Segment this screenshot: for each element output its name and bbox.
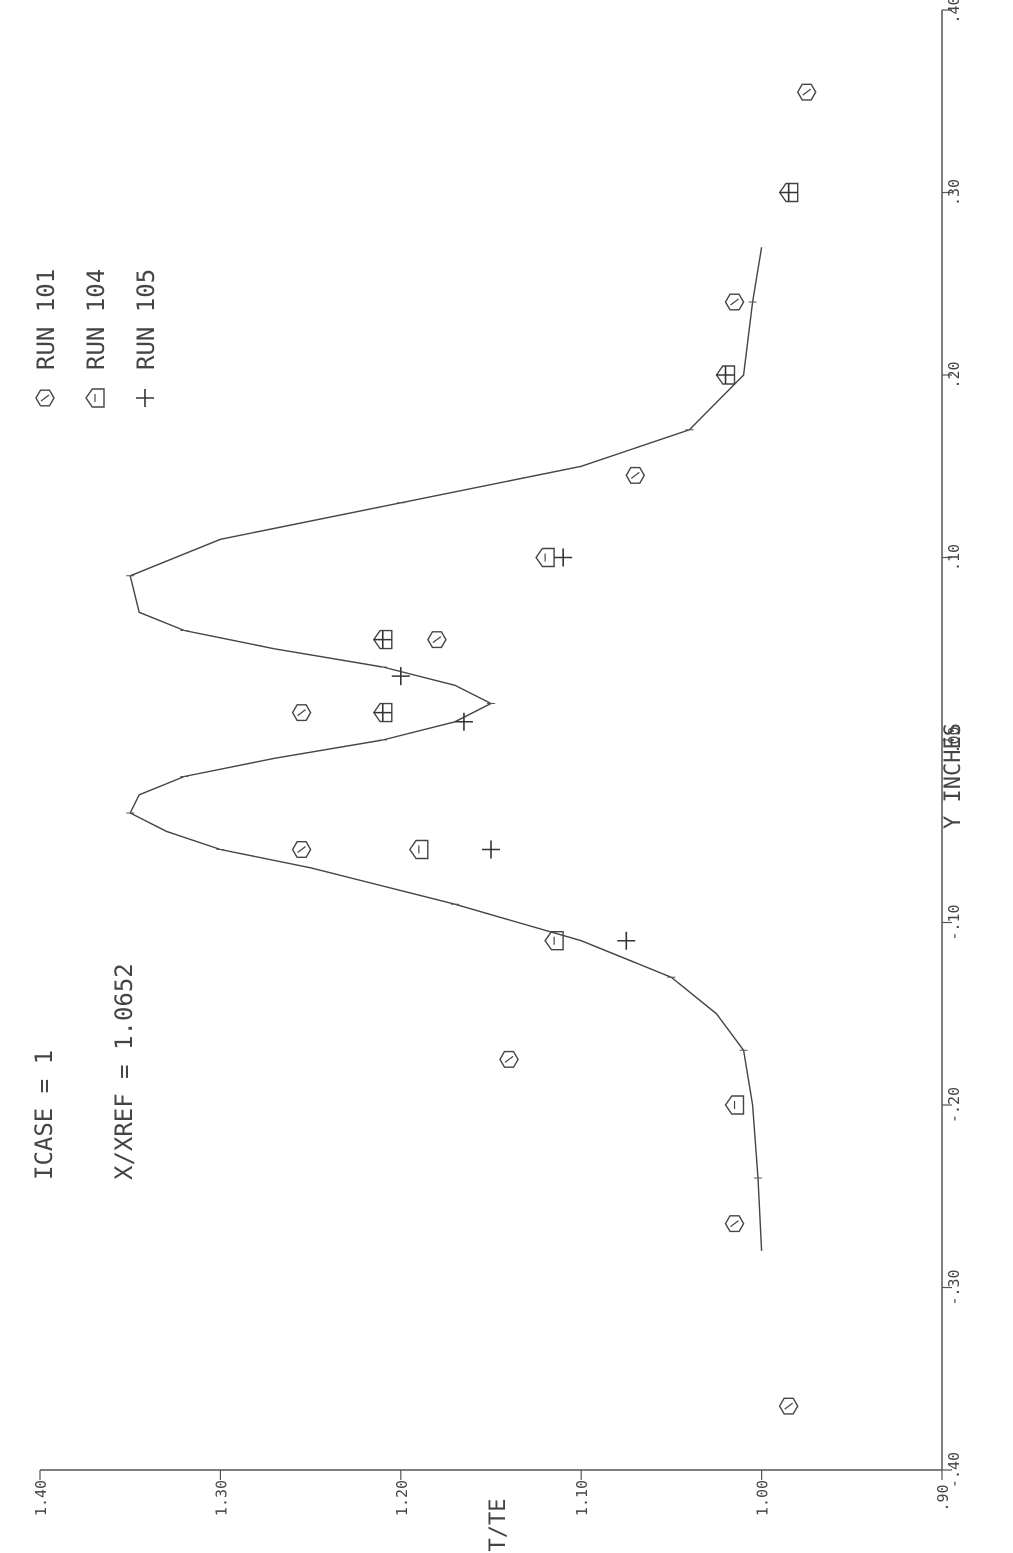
marker-shape [802, 88, 812, 96]
legend-marker [85, 388, 105, 408]
marker-shape [499, 1050, 519, 1068]
series-2 [372, 182, 799, 1115]
data-point [427, 631, 447, 649]
data-point [291, 841, 312, 859]
data-point [779, 183, 798, 202]
x-tick-label: .20 [945, 361, 963, 388]
marker-shape [796, 83, 817, 101]
marker-shape [724, 293, 745, 311]
marker-shape [630, 471, 640, 479]
x-tick-label: -.30 [945, 1269, 963, 1305]
marker-shape [724, 1215, 745, 1233]
data-point [291, 704, 312, 722]
y-tick-label: .90 [934, 1484, 952, 1511]
x-tick-label: -.40 [945, 1452, 963, 1488]
data-point [482, 840, 500, 859]
data-point [535, 547, 555, 568]
series-3 [373, 183, 798, 950]
marker-shape [544, 931, 564, 951]
marker-shape [372, 629, 393, 650]
legend-label: RUN 101 [32, 269, 60, 370]
data-point [724, 1095, 745, 1115]
marker-shape [784, 1402, 794, 1410]
marker-shape [625, 466, 646, 484]
marker-shape [427, 631, 447, 649]
marker-shape [85, 388, 105, 408]
marker-shape [504, 1055, 514, 1063]
legend: RUN 101 RUN 104 RUN 105 [32, 269, 160, 408]
marker-shape [297, 846, 306, 853]
series-1 [291, 83, 817, 1415]
x-tick-label: .00 [945, 726, 963, 753]
data-points [291, 83, 817, 1415]
data-point [724, 293, 745, 311]
data-point [454, 712, 473, 731]
y-tick-label: 1.00 [754, 1480, 772, 1516]
y-tick-label: 1.10 [573, 1480, 591, 1516]
data-point [408, 839, 429, 860]
data-point [391, 667, 410, 686]
data-point [373, 703, 392, 722]
text-labels: -.40 -.30 -.20 -.10 .00 .10 .20 .30 .40 .90 1.00 1.… [30, 0, 966, 1551]
x-tick-label: -.10 [945, 904, 963, 940]
marker-shape [35, 389, 55, 407]
y-tick-label: 1.20 [393, 1480, 411, 1516]
curve-line [129, 247, 763, 1252]
x-tick-label: -.20 [945, 1087, 963, 1123]
marker-shape [730, 298, 739, 306]
data-point [499, 1050, 519, 1068]
data-point [544, 931, 564, 951]
data-point [625, 466, 646, 484]
legend-marker [136, 389, 154, 407]
x-axis-title: Y INCHES [941, 723, 966, 829]
data-point [554, 548, 573, 567]
x-tick-label: .10 [945, 544, 963, 571]
marker-shape [432, 636, 442, 644]
axes [39, 9, 952, 1480]
marker-shape [778, 182, 799, 203]
data-point [716, 366, 735, 384]
marker-shape [40, 394, 50, 402]
y-tick-label: 1.40 [32, 1480, 50, 1516]
marker-shape [724, 1095, 745, 1115]
marker-shape [291, 841, 312, 859]
marker-shape [297, 709, 306, 717]
y-tick-label: 1.30 [212, 1480, 230, 1516]
annotation: ICASE = 1 [30, 1050, 58, 1180]
x-tick-label: .40 [945, 0, 963, 24]
data-point [373, 630, 392, 649]
marker-shape [535, 547, 555, 568]
legend-label: RUN 104 [82, 269, 110, 370]
marker-shape [778, 1397, 799, 1415]
marker-shape [291, 704, 312, 722]
legend-label: RUN 105 [132, 269, 160, 370]
x-tick-label: .30 [945, 179, 963, 206]
marker-shape [372, 702, 393, 723]
data-point [617, 931, 636, 950]
y-axis-title: T/TE [486, 1499, 511, 1552]
data-point [778, 1397, 799, 1415]
annotation: X/XREF = 1.0652 [110, 963, 138, 1180]
model-curve [126, 247, 763, 1252]
marker-shape [730, 1220, 739, 1228]
data-point [724, 1215, 745, 1233]
marker-shape [408, 839, 429, 860]
data-point [796, 83, 817, 101]
legend-marker [35, 389, 55, 407]
